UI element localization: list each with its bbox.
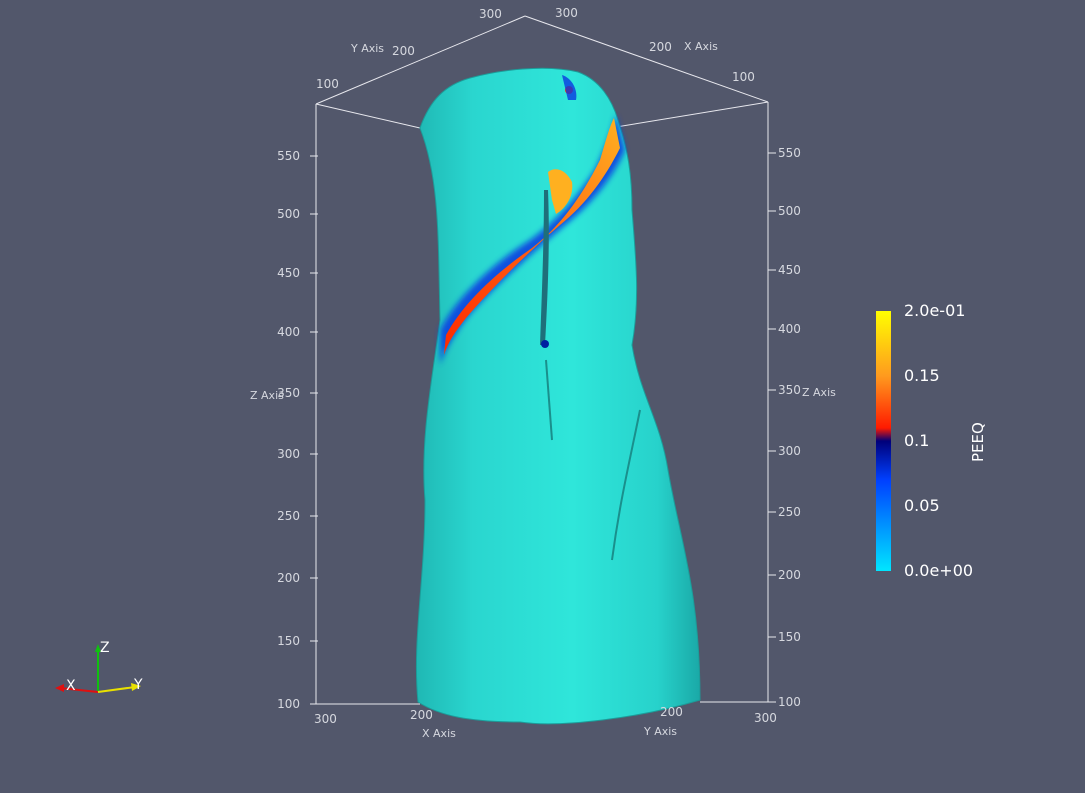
x-axis-title-top: X Axis (684, 40, 718, 53)
z-left-tick-label-350: 350 (277, 386, 300, 400)
z-right-tick-label-250: 250 (778, 505, 801, 519)
colorbar-label-0-05: 0.05 (904, 496, 940, 515)
colorbar-gradient (876, 311, 891, 571)
z-left-tick-label-400: 400 (277, 325, 300, 339)
z-right-tick-label-400: 400 (778, 322, 801, 336)
x-axis-title-bottom: X Axis (422, 727, 456, 740)
z-right-tick-label-550: 550 (778, 146, 801, 160)
x-orient-line (59, 687, 99, 693)
colorbar-title: PEEQ (969, 422, 987, 462)
z-axis-ticks-right: 100 150 200 250 300 350 400 450 500 550 (768, 146, 801, 709)
top-left-tick-100: 100 (316, 77, 339, 91)
colorbar-label-0-1: 0.1 (904, 431, 929, 450)
z-orient-label: Z (100, 640, 110, 656)
z-orient-arrow (95, 644, 101, 652)
z-right-tick-label-100: 100 (778, 695, 801, 709)
x-orient-arrow (55, 684, 64, 692)
bottom-left-tick-300: 300 (314, 712, 337, 726)
y-orient-line (97, 686, 136, 693)
top-left-tick-200: 200 (392, 44, 415, 58)
z-right-tick-label-200: 200 (778, 568, 801, 582)
z-left-tick-label-100: 100 (277, 697, 300, 711)
y-orient-arrow (131, 683, 141, 691)
z-right-tick-label-450: 450 (778, 263, 801, 277)
z-left-tick-label-450: 450 (277, 266, 300, 280)
y-axis-title-top: Y Axis (350, 42, 384, 55)
x-orient-label: X (66, 678, 76, 694)
y-orient-label: Y (133, 677, 143, 693)
z-right-tick-label-300: 300 (778, 444, 801, 458)
z-right-tick-label-350: 350 (778, 383, 801, 397)
top-right-tick-300: 300 (555, 6, 578, 20)
bottom-left-tick-200: 200 (410, 708, 433, 722)
top-left-tick-300: 300 (479, 7, 502, 21)
z-right-tick-label-150: 150 (778, 630, 801, 644)
z-left-tick-label-300: 300 (277, 447, 300, 461)
z-left-tick-label-200: 200 (277, 571, 300, 585)
z-axis-ticks-left: 100 150 200 250 300 350 400 450 500 550 (277, 149, 318, 711)
top-right-tick-200: 200 (649, 40, 672, 54)
z-left-tick-label-550: 550 (277, 149, 300, 163)
z-axis-title-left: Z Axis (250, 389, 284, 402)
orientation-axes[interactable]: Z X Y (55, 640, 143, 694)
y-axis-title-bottom: Y Axis (643, 725, 677, 738)
colorbar-label-0-15: 0.15 (904, 366, 940, 385)
bounding-box (315, 15, 769, 705)
z-right-tick-label-500: 500 (778, 204, 801, 218)
z-left-tick-label-150: 150 (277, 634, 300, 648)
z-axis-title-right: Z Axis (802, 386, 836, 399)
z-left-tick-label-250: 250 (277, 509, 300, 523)
z-left-tick-label-500: 500 (277, 207, 300, 221)
colorbar-label-max: 2.0e-01 (904, 301, 965, 320)
top-right-tick-100: 100 (732, 70, 755, 84)
bone-surface (415, 67, 701, 725)
colorbar: 2.0e-01 0.15 0.1 0.05 0.0e+00 PEEQ (876, 301, 987, 580)
bottom-right-tick-300: 300 (754, 711, 777, 725)
colorbar-label-min: 0.0e+00 (904, 561, 973, 580)
bottom-right-tick-200: 200 (660, 705, 683, 719)
